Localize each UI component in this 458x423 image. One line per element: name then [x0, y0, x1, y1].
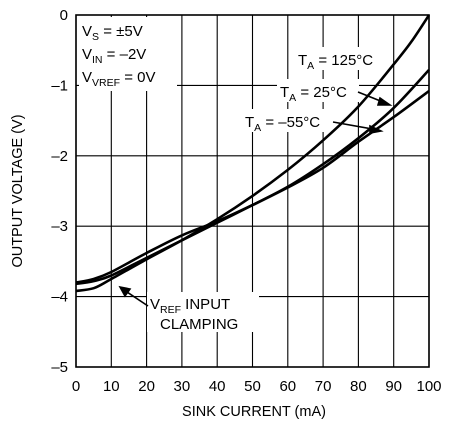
- arrow-25: [376, 96, 393, 106]
- x-tick-label: 10: [103, 378, 120, 395]
- label-bg-125: [295, 47, 387, 70]
- y-tick-label: –3: [51, 218, 68, 235]
- annotation-clamping-line2: CLAMPING: [160, 316, 238, 333]
- x-tick-label: 60: [279, 378, 296, 395]
- series-label-125: TA = 125°C: [298, 52, 373, 72]
- series-label-minus55: TA = –55°C: [245, 114, 320, 134]
- x-tick-label: 100: [416, 378, 441, 395]
- series-line-125c: [75, 14, 431, 293]
- y-tick-label: –2: [51, 148, 68, 165]
- y-tick-label: 0: [60, 7, 68, 24]
- x-tick-label: 90: [385, 378, 402, 395]
- clamp-label-bg: [147, 292, 259, 332]
- x-tick-labels: 0 10 20 30 40 50 60 70 80 90 100: [72, 378, 442, 395]
- x-tick-label: 0: [72, 378, 80, 395]
- condition-vvref: VVREF = 0V: [82, 69, 155, 89]
- x-tick-label: 80: [350, 378, 367, 395]
- y-tick-label: –4: [51, 289, 68, 306]
- series-label-25: TA = 25°C: [280, 84, 347, 104]
- x-tick-label: 30: [174, 378, 191, 395]
- x-tick-label: 70: [315, 378, 332, 395]
- x-axis-label: SINK CURRENT (mA): [182, 404, 326, 420]
- label-bg-25: [277, 79, 359, 102]
- condition-vin: VIN = –2V: [82, 46, 146, 66]
- condition-vs: VS = ±5V: [82, 23, 143, 43]
- x-tick-label: 50: [244, 378, 261, 395]
- annotation-vref-clamping: VREF INPUT: [150, 296, 230, 316]
- y-tick-label: –5: [51, 359, 68, 376]
- conditions-box: [79, 17, 177, 91]
- y-tick-label: –1: [51, 77, 68, 94]
- series-line-minus55c: [75, 89, 430, 284]
- label-bg-minus55: [242, 109, 334, 132]
- x-tick-label: 40: [209, 378, 226, 395]
- x-tick-label: 20: [138, 378, 155, 395]
- y-tick-labels: 0 –1 –2 –3 –4 –5: [51, 7, 68, 376]
- arrow-minus55: [369, 124, 384, 134]
- plot-frame: [75, 14, 430, 368]
- series-lines: [75, 14, 431, 293]
- y-axis-label: OUTPUT VOLTAGE (V): [10, 114, 26, 267]
- arrow-clamp: [118, 285, 132, 298]
